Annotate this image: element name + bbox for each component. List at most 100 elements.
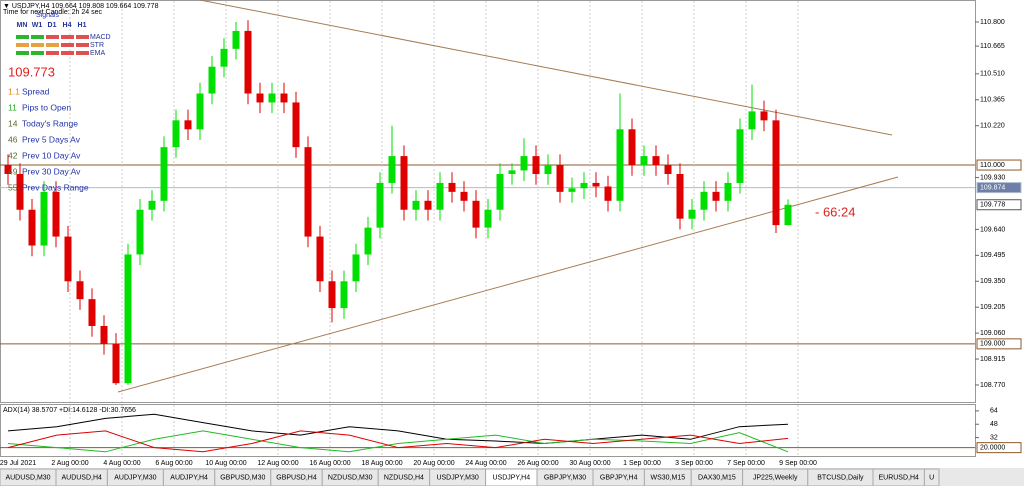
timeframe-label: MN: [17, 22, 28, 29]
candle-body: [460, 191, 468, 201]
candle-body: [100, 325, 108, 344]
candle-body: [160, 147, 168, 201]
tab[interactable]: AUDJPY,M30: [106, 468, 164, 486]
tab[interactable]: GBPJPY,H4: [592, 468, 645, 486]
x-tick-label: 20 Aug 00:00: [413, 460, 454, 467]
y-tick-label: 110.800: [980, 19, 1005, 26]
tab[interactable]: GBPUSD,M30: [214, 468, 272, 486]
tab[interactable]: JP225,Weekly: [742, 468, 809, 486]
candle-body: [112, 343, 120, 384]
candle-body: [376, 182, 384, 228]
tab[interactable]: AUDJPY,H4: [162, 468, 216, 486]
tab[interactable]: DAX30,M15: [690, 468, 744, 486]
tab-label: AUDJPY,M30: [114, 474, 156, 481]
candle-body: [172, 120, 180, 148]
signals-title: Signals: [36, 12, 59, 19]
candle-body: [784, 204, 792, 226]
x-tick-label: 4 Aug 00:00: [103, 460, 140, 467]
candle-body: [364, 227, 372, 255]
signal-row-label: EMA: [90, 50, 106, 57]
level-box: [976, 199, 1022, 211]
info-value: 55: [8, 182, 18, 192]
tab[interactable]: GBPUSD,H4: [270, 468, 323, 486]
adx-level-label: 20.0000: [980, 444, 1005, 451]
candle-body: [268, 93, 276, 103]
symbol-line: ▼ USDJPY,H4 109.664 109.808 109.664 109.…: [3, 3, 159, 10]
candle-body: [424, 200, 432, 210]
candle-body: [508, 170, 516, 174]
tab[interactable]: AUDUSD,H4: [55, 468, 108, 486]
tab[interactable]: USDJPY,H4: [485, 468, 538, 486]
candle-timer: Time for next Candle: 2h 24 sec: [3, 9, 102, 16]
adx-level-box: [976, 442, 1022, 454]
level-label: 109.874: [980, 184, 1005, 191]
candle-body: [88, 299, 96, 326]
signal-cell: [46, 43, 59, 47]
candle-body: [688, 209, 696, 219]
info-label: Prev Days Range: [22, 182, 89, 192]
x-tick-label: 24 Aug 00:00: [465, 460, 506, 467]
tab[interactable]: U: [923, 468, 940, 486]
candle-body: [592, 182, 600, 187]
tab-label: JP225,Weekly: [753, 474, 798, 481]
candle-body: [340, 281, 348, 309]
y-tick-label: 109.930: [980, 174, 1005, 181]
y-tick-label: 108.915: [980, 356, 1005, 363]
adx-tick-label: 32: [990, 434, 998, 441]
tab-label: GBPJPY,H4: [600, 474, 638, 481]
x-tick-label: 3 Sep 00:00: [675, 460, 713, 467]
tab[interactable]: WS30,M15: [643, 468, 692, 486]
signal-row-label: STR: [90, 42, 104, 49]
main-frame: [0, 0, 976, 403]
candle-body: [4, 165, 12, 174]
candle-body: [760, 111, 768, 121]
level-box: [976, 338, 1022, 350]
tab[interactable]: NZDUSD,M30: [321, 468, 379, 486]
plot: [4, 20, 792, 453]
x-tick-label: 12 Aug 00:00: [257, 460, 298, 467]
tab-label: USDJPY,H4: [492, 474, 530, 481]
candle-body: [328, 281, 336, 309]
candle-body: [28, 209, 36, 246]
y-tick-label: 109.640: [980, 226, 1005, 233]
tab-box: [923, 468, 940, 486]
info-label: Prev 5 Days Av: [22, 134, 81, 144]
x-tick-label: 29 Jul 2021: [0, 460, 36, 467]
tab[interactable]: AUDUSD,M30: [0, 468, 57, 486]
candle-body: [412, 200, 420, 210]
y-tick-label: 110.220: [980, 123, 1005, 130]
candle-body: [184, 120, 192, 130]
tab-label: AUDUSD,H4: [61, 474, 102, 481]
overlay: ▼ USDJPY,H4 109.664 109.808 109.664 109.…: [0, 3, 1022, 467]
tab-label: GBPUSD,H4: [276, 474, 317, 481]
adx-tick-label: 64: [990, 408, 998, 415]
indicator-frame: [0, 404, 976, 457]
y-tick-label: 110.665: [980, 43, 1005, 50]
candle-body: [628, 129, 636, 166]
signal-cell: [76, 51, 89, 55]
signal-cell: [31, 43, 44, 47]
tab-label: BTCUSD,Daily: [817, 474, 864, 481]
countdown-annotation: - 66:24: [815, 204, 855, 219]
candle-body: [436, 182, 444, 210]
y-tick-label: 110.510: [980, 71, 1005, 78]
info-value: 11: [8, 102, 17, 112]
info-label: Prev 10 Day Av: [22, 150, 81, 160]
timeframe-label: H4: [63, 22, 72, 29]
tab[interactable]: EURUSD,H4: [872, 468, 925, 486]
info-value: 14: [8, 118, 18, 128]
candle-body: [388, 156, 396, 183]
tab[interactable]: GBPJPY,M30: [536, 468, 594, 486]
tab[interactable]: BTCUSD,Daily: [807, 468, 874, 486]
candle-body: [532, 156, 540, 174]
candle-body: [136, 209, 144, 255]
tab-label: GBPUSD,M30: [220, 474, 265, 481]
candle-body: [736, 129, 744, 183]
tab[interactable]: NZDUSD,H4: [377, 468, 431, 486]
level-label: 109.000: [980, 341, 1005, 348]
candle-body: [520, 156, 528, 171]
signal-cell: [76, 43, 89, 47]
trend-line: [199, 0, 893, 136]
tab[interactable]: USDJPY,M30: [429, 468, 487, 486]
